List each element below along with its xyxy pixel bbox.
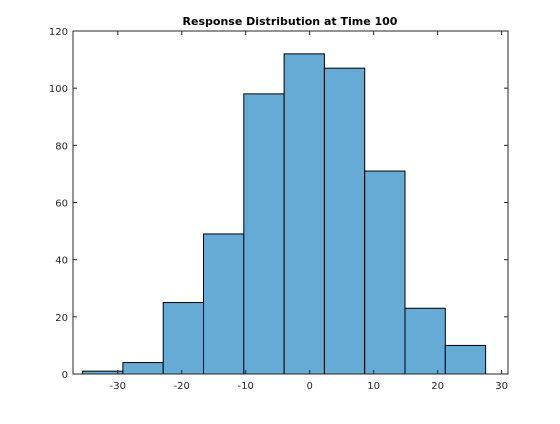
x-tick-label: 20 — [431, 381, 444, 392]
y-tick-label: 60 — [55, 199, 68, 210]
histogram-bar — [444, 344, 487, 375]
histogram-bar — [323, 67, 366, 375]
histogram-bar — [162, 302, 205, 375]
histogram-bar — [203, 233, 245, 375]
x-tick-label: -20 — [174, 381, 190, 392]
y-tick-label: 120 — [49, 27, 68, 38]
chart-title: Response Distribution at Time 100 — [183, 15, 398, 28]
y-tick-label: 0 — [62, 370, 68, 381]
histogram-bar — [283, 53, 325, 375]
x-tick-label: 0 — [307, 381, 313, 392]
x-tick-label: -30 — [110, 381, 126, 392]
axes: -30 -20 -10 0 10 20 30 0 20 40 60 80 100 120 — [49, 27, 509, 392]
x-tick-label: 10 — [367, 381, 380, 392]
y-tick-label: 80 — [55, 141, 68, 152]
y-tick-label: 20 — [55, 313, 68, 324]
histogram-bar — [122, 362, 164, 375]
bars — [82, 53, 487, 375]
histogram-bar — [243, 93, 285, 375]
y-tick-label: 40 — [55, 256, 68, 267]
x-tick-label: 30 — [495, 381, 508, 392]
x-tick-label: -10 — [238, 381, 254, 392]
histogram-bar — [404, 307, 446, 375]
y-tick-label: 100 — [49, 84, 68, 95]
histogram-bar — [364, 170, 406, 375]
